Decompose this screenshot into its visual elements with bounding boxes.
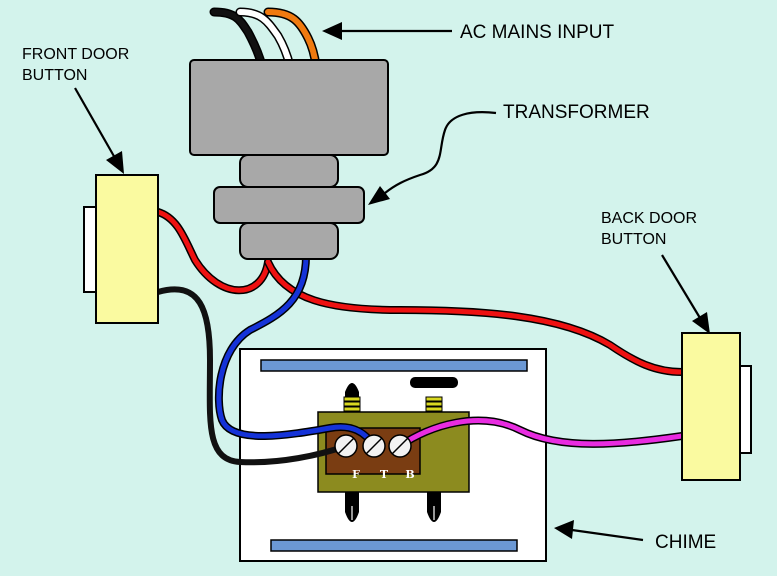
- spring-right: [425, 396, 443, 412]
- wire-red-back: [265, 259, 685, 375]
- terminal-label-f: F: [352, 468, 360, 481]
- terminal-screw-f: [334, 434, 358, 458]
- arrow-front-door: [74, 87, 116, 159]
- transformer-base: [239, 222, 339, 260]
- terminal-screw-t: [362, 434, 386, 458]
- terminal-label-t: T: [380, 468, 389, 481]
- arrow-chime: [571, 528, 644, 542]
- arrow-back-door: [661, 254, 701, 319]
- front-door-button-body: [95, 174, 159, 324]
- terminal-screw-b: [388, 434, 412, 458]
- wire-blue: [216, 253, 377, 449]
- arrow-transformer: [384, 111, 497, 194]
- back-door-button: [681, 332, 752, 481]
- front-door-button: [83, 174, 159, 324]
- wire-mains-black-core: [211, 9, 265, 69]
- spring-left: [343, 396, 361, 412]
- arrowhead-transformer: [368, 186, 390, 205]
- chime-unit: [239, 348, 547, 562]
- label-transformer: TRANSFORMER: [503, 102, 650, 123]
- striker-bar: [410, 377, 458, 388]
- transformer: [189, 59, 389, 260]
- arrowhead-front-door: [106, 151, 124, 174]
- terminal-label-b: B: [405, 468, 414, 481]
- label-back-door-line1: BACK DOOR: [601, 210, 697, 227]
- arrowhead-ac-mains: [322, 22, 342, 40]
- wire-red-front: [155, 209, 271, 293]
- chime-bar-bottom: [270, 539, 518, 552]
- wire-black: [155, 286, 349, 466]
- transformer-neck: [239, 154, 339, 188]
- label-front-door-line2: BUTTON: [22, 67, 87, 84]
- label-front-door-line1: FRONT DOOR: [22, 46, 129, 63]
- arrows: [74, 22, 710, 542]
- back-door-button-body: [681, 332, 741, 481]
- chime-bar-top: [260, 359, 528, 372]
- terminal-screws: F T B: [334, 434, 415, 481]
- arrowhead-back-door: [692, 312, 710, 334]
- wire-magenta: [397, 418, 685, 449]
- wires: [154, 7, 686, 466]
- transformer-flange: [213, 186, 365, 224]
- wire-mains-orange: [265, 9, 319, 69]
- label-back-door-line2: BUTTON: [601, 231, 666, 248]
- label-chime: CHIME: [655, 532, 716, 553]
- wire-mains-white: [237, 9, 293, 69]
- transformer-upper: [189, 59, 389, 156]
- label-ac-mains-input: AC MAINS INPUT: [460, 22, 615, 43]
- arrowhead-chime: [554, 520, 574, 539]
